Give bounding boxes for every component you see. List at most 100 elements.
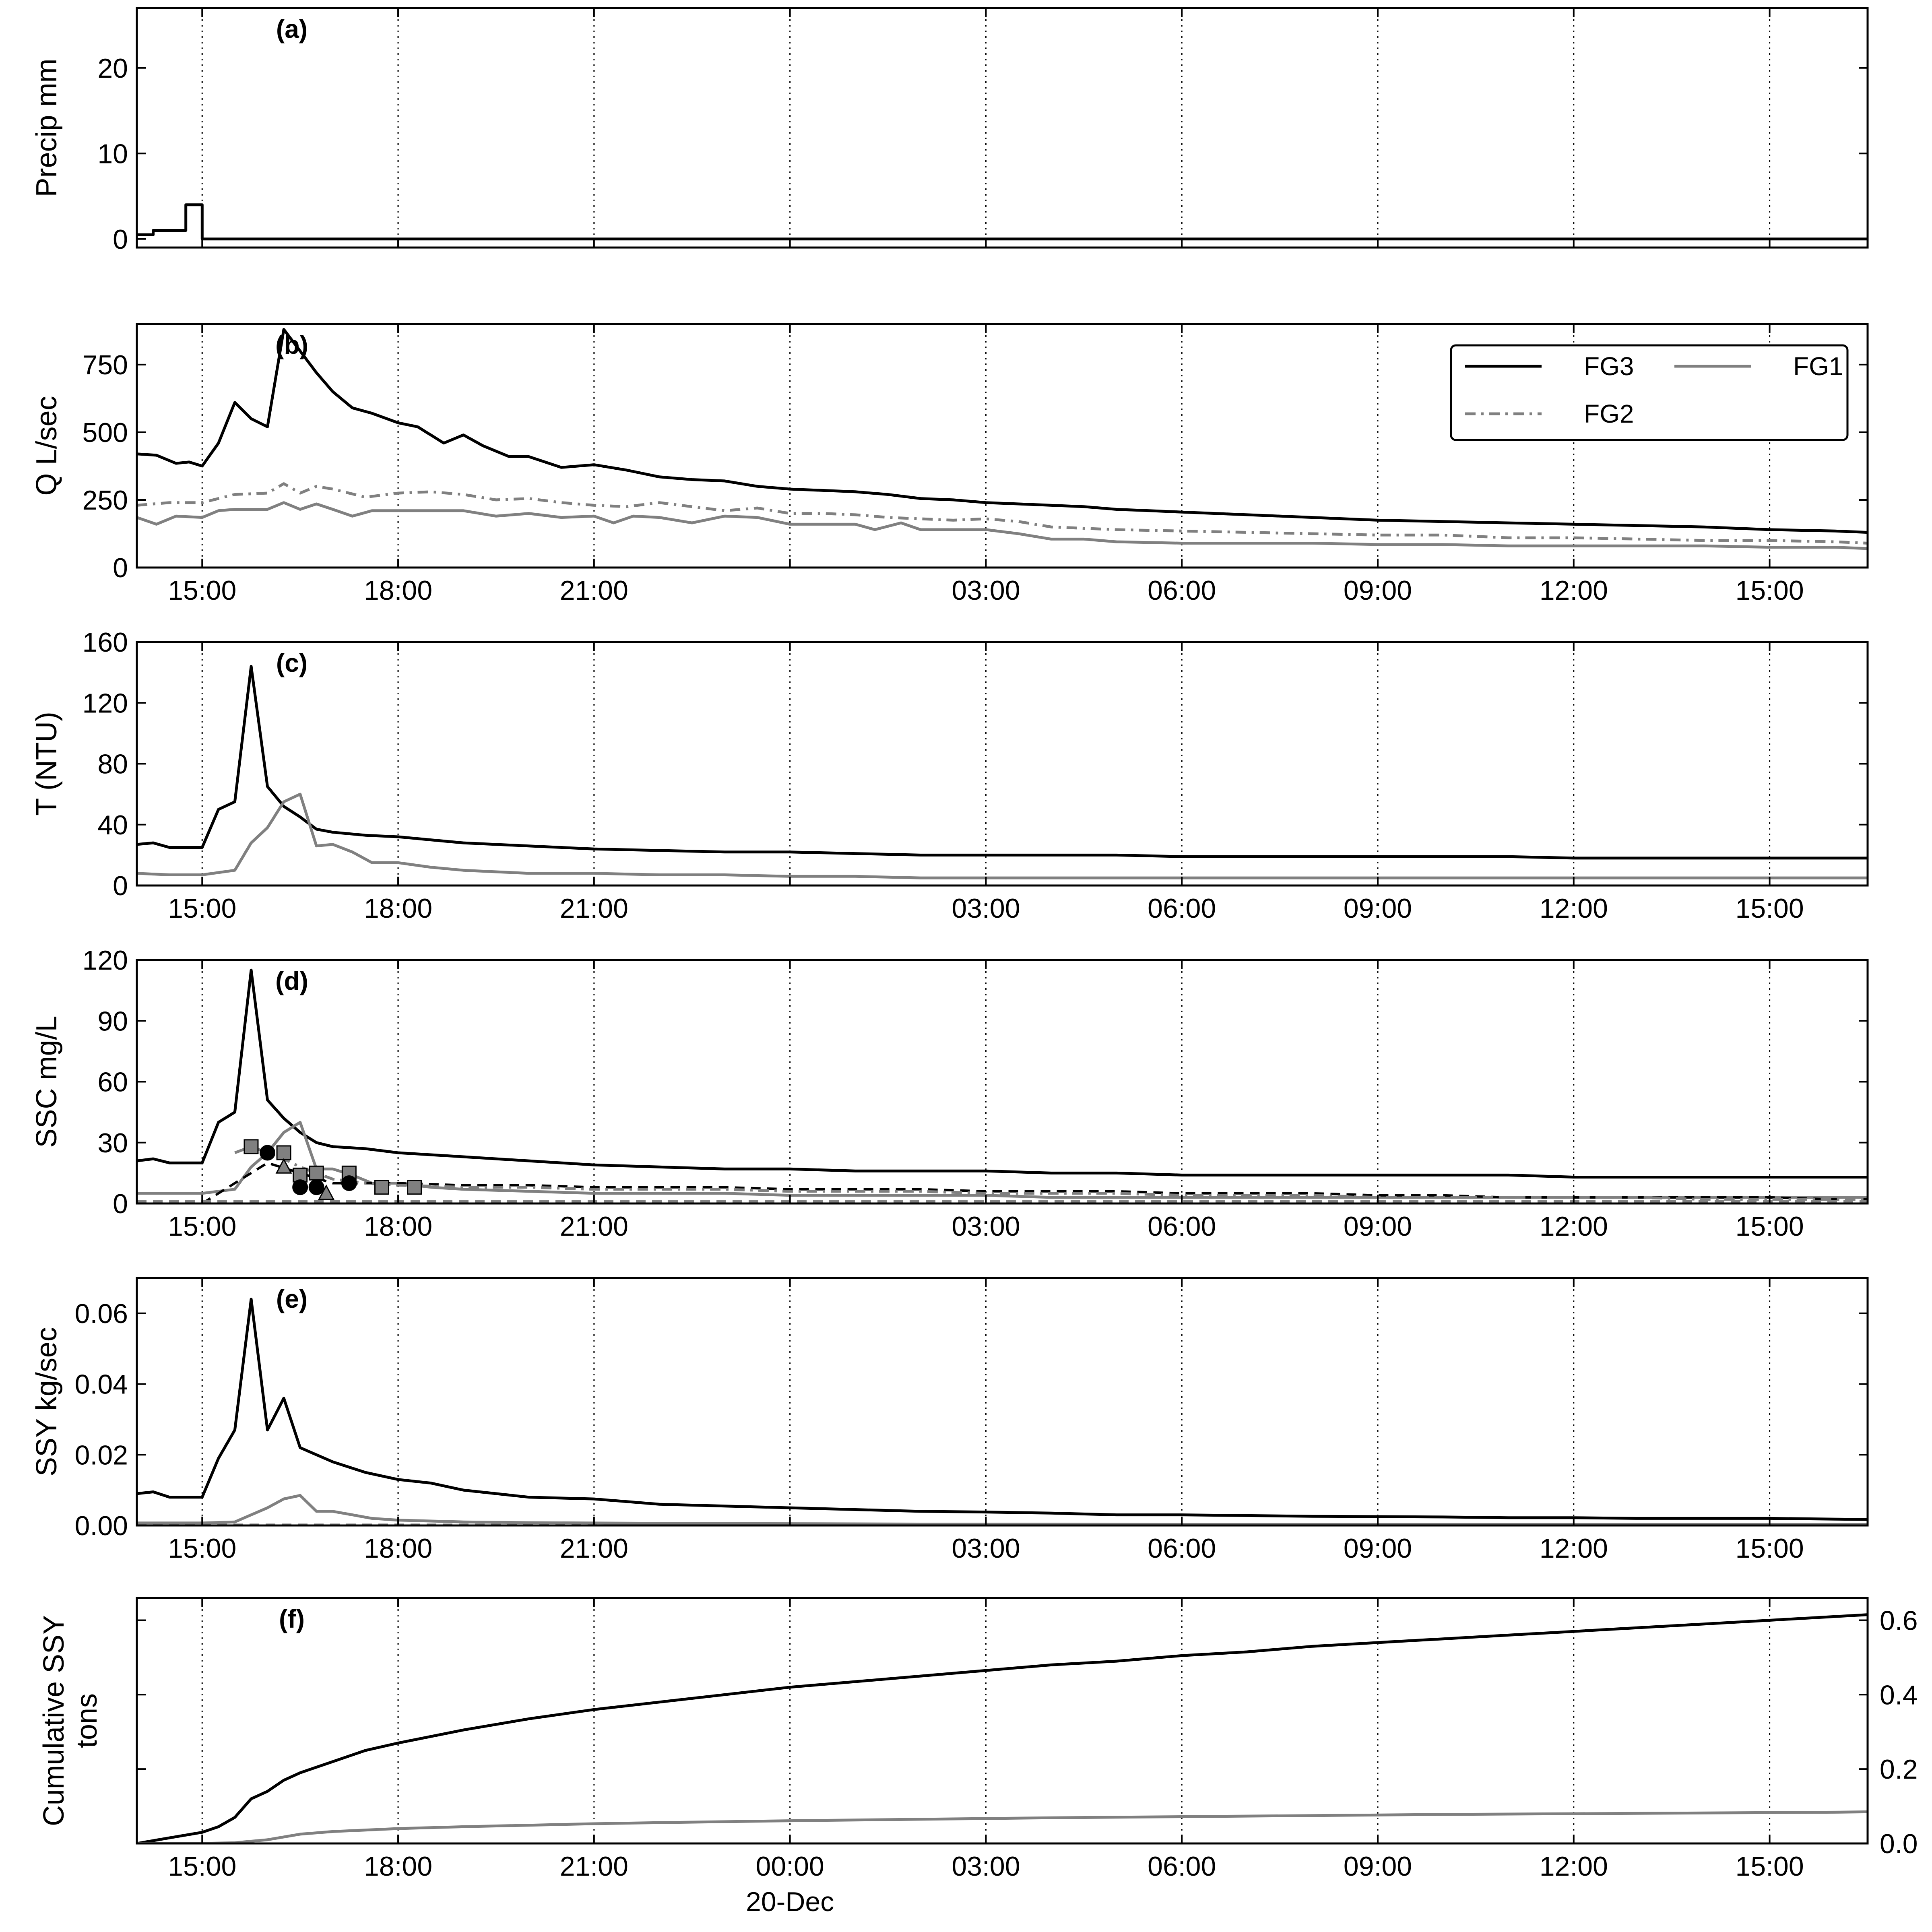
- series-line-d-fg2-dash-dot-: [234, 1145, 1868, 1201]
- marker-circle-d-3: [341, 1175, 357, 1191]
- y-tick-label-d-3: 90: [97, 1006, 128, 1036]
- x-tick-label-f-8: 15:00: [1736, 1851, 1804, 1882]
- marker-circle-d-2: [308, 1179, 324, 1195]
- x-tick-label-c-4: 03:00: [952, 893, 1020, 924]
- y-tick-label-e-3: 0.06: [75, 1298, 128, 1329]
- panel-frame-d: [136, 959, 1869, 1205]
- y-tick-label-c-2: 80: [97, 749, 128, 780]
- marker-square-d-5: [374, 1180, 389, 1195]
- x-tick-label-d-4: 03:00: [952, 1211, 1020, 1242]
- series-group-b: [137, 328, 1868, 550]
- panel-frame-e: [136, 1277, 1869, 1527]
- y-tick-label-f-0: 0.0: [1880, 1829, 1918, 1859]
- panel-label-a: (a): [276, 14, 308, 43]
- panel-f: 15:00 18:00 21:00 00:00 03:00 06:00 09:00 12:00…: [38, 1597, 1918, 1882]
- y-tick-label-c-1: 40: [97, 810, 128, 840]
- series-group-d: [137, 968, 1868, 1203]
- panel-label-f: (f): [279, 1604, 305, 1633]
- marker-square-d-0: [244, 1139, 259, 1154]
- x-tick-label-e-1: 18:00: [364, 1533, 432, 1564]
- y-tick-label-d-0: 0: [113, 1189, 128, 1219]
- y-axis-title-c: T (NTU): [31, 712, 63, 816]
- series-line-d-fg2-dashed-: [201, 1162, 1868, 1203]
- y-tick-label-c-0: 0: [113, 871, 128, 901]
- y-tick-label-e-0: 0.00: [75, 1511, 128, 1541]
- y-axis-title-line-f-1: tons: [71, 1693, 103, 1748]
- x-tick-label-f-1: 18:00: [364, 1851, 432, 1882]
- x-tick-label-e-2: 21:00: [560, 1533, 628, 1564]
- series-line-b-fg3: [137, 328, 1868, 534]
- x-tick-label-e-0: 15:00: [168, 1533, 236, 1564]
- series-line-e-fg3: [137, 1298, 1868, 1521]
- marker-square-d-3: [309, 1165, 324, 1181]
- y-axis-title-b: Q L/sec: [31, 396, 63, 495]
- marker-circle-d-1: [292, 1179, 308, 1195]
- x-tick-label-f-5: 06:00: [1148, 1851, 1216, 1882]
- y-axis-title-line-f-0: Cumulative SSY: [38, 1615, 70, 1826]
- y-tick-label-d-4: 120: [83, 945, 128, 976]
- y-axis-title-d: SSC mg/L: [31, 1016, 63, 1148]
- x-tick-label-b-2: 21:00: [560, 575, 628, 606]
- x-tick-label-f-6: 09:00: [1344, 1851, 1412, 1882]
- x-tick-label-c-7: 12:00: [1540, 893, 1608, 924]
- series-line-f-fg3: [137, 1613, 1868, 1843]
- panel-a: 0 10 20 Precip mm (a): [31, 7, 1869, 255]
- y-tick-label-c-4: 160: [83, 627, 128, 658]
- y-axis-title-a: Precip mm: [31, 58, 63, 197]
- series-line-c-fg3: [137, 665, 1868, 860]
- panel-c: 15:00 18:00 21:00 03:00 06:00 09:00 12:00 15:00…: [31, 627, 1869, 924]
- panel-e: 15:00 18:00 21:00 03:00 06:00 09:00 12:00 15:00…: [31, 1277, 1869, 1564]
- panel-label-c: (c): [276, 648, 308, 677]
- legend-frame: [1450, 344, 1849, 441]
- series-line-c-fg1: [137, 793, 1868, 879]
- x-tick-label-b-1: 18:00: [364, 575, 432, 606]
- x-tick-label-b-7: 12:00: [1540, 575, 1608, 606]
- panel-b: 15:00 18:00 21:00 03:00 06:00 09:00 12:00 15:00…: [31, 323, 1869, 606]
- panel-frame-a: [136, 7, 1869, 249]
- y-tick-label-d-1: 30: [97, 1128, 128, 1158]
- y-tick-label-e-2: 0.04: [75, 1369, 128, 1400]
- panel-frame-f: [136, 1597, 1869, 1845]
- x-tick-label-b-6: 09:00: [1344, 575, 1412, 606]
- panel-label-d: (d): [275, 966, 308, 995]
- x-tick-label-b-8: 15:00: [1736, 575, 1804, 606]
- marker-square-d-6: [407, 1180, 422, 1195]
- x-date-label: 20-Dec: [746, 1887, 834, 1917]
- x-tick-label-c-6: 09:00: [1344, 893, 1412, 924]
- x-tick-label-c-5: 06:00: [1148, 893, 1216, 924]
- x-tick-label-b-0: 15:00: [168, 575, 236, 606]
- series-line-e-fg1: [137, 1494, 1868, 1525]
- x-tick-label-f-3: 00:00: [756, 1851, 824, 1882]
- x-tick-label-f-7: 12:00: [1540, 1851, 1608, 1882]
- panel-d: 15:00 18:00 21:00 03:00 06:00 09:00 12:00 15:00…: [31, 945, 1869, 1242]
- x-tick-label-c-8: 15:00: [1736, 893, 1804, 924]
- series-group-c: [137, 665, 1868, 879]
- marker-triangle-d-0: [275, 1158, 292, 1174]
- y-tick-label-b-2: 500: [83, 417, 128, 448]
- x-tick-label-b-5: 06:00: [1148, 575, 1216, 606]
- y-tick-label-c-3: 120: [83, 688, 128, 718]
- y-tick-label-a-1: 10: [97, 138, 128, 169]
- y-tick-label-f-3: 0.6: [1880, 1605, 1918, 1636]
- x-tick-label-c-1: 18:00: [364, 893, 432, 924]
- x-tick-label-d-1: 18:00: [364, 1211, 432, 1242]
- x-tick-label-c-0: 15:00: [168, 893, 236, 924]
- panel-frame-b: [136, 323, 1869, 569]
- x-tick-label-b-4: 03:00: [952, 575, 1020, 606]
- panel-frame-c: [136, 641, 1869, 887]
- y-tick-label-a-2: 20: [97, 53, 128, 84]
- series-line-a-precip: [137, 203, 1868, 241]
- y-tick-label-e-1: 0.02: [75, 1440, 128, 1470]
- y-tick-label-b-3: 750: [83, 350, 128, 380]
- y-tick-label-a-0: 0: [113, 224, 128, 255]
- y-axis-title-e: SSY kg/sec: [31, 1327, 63, 1476]
- legend: FG3 FG2 FG1: [1450, 344, 1849, 441]
- x-tick-label-c-2: 21:00: [560, 893, 628, 924]
- y-tick-label-f-2: 0.4: [1880, 1680, 1918, 1710]
- x-tick-label-d-7: 12:00: [1540, 1211, 1608, 1242]
- series-group-f: [137, 1613, 1868, 1843]
- panel-label-e: (e): [276, 1284, 308, 1313]
- series-line-b-fg2: [137, 482, 1868, 545]
- series-line-d-fg3: [137, 968, 1868, 1179]
